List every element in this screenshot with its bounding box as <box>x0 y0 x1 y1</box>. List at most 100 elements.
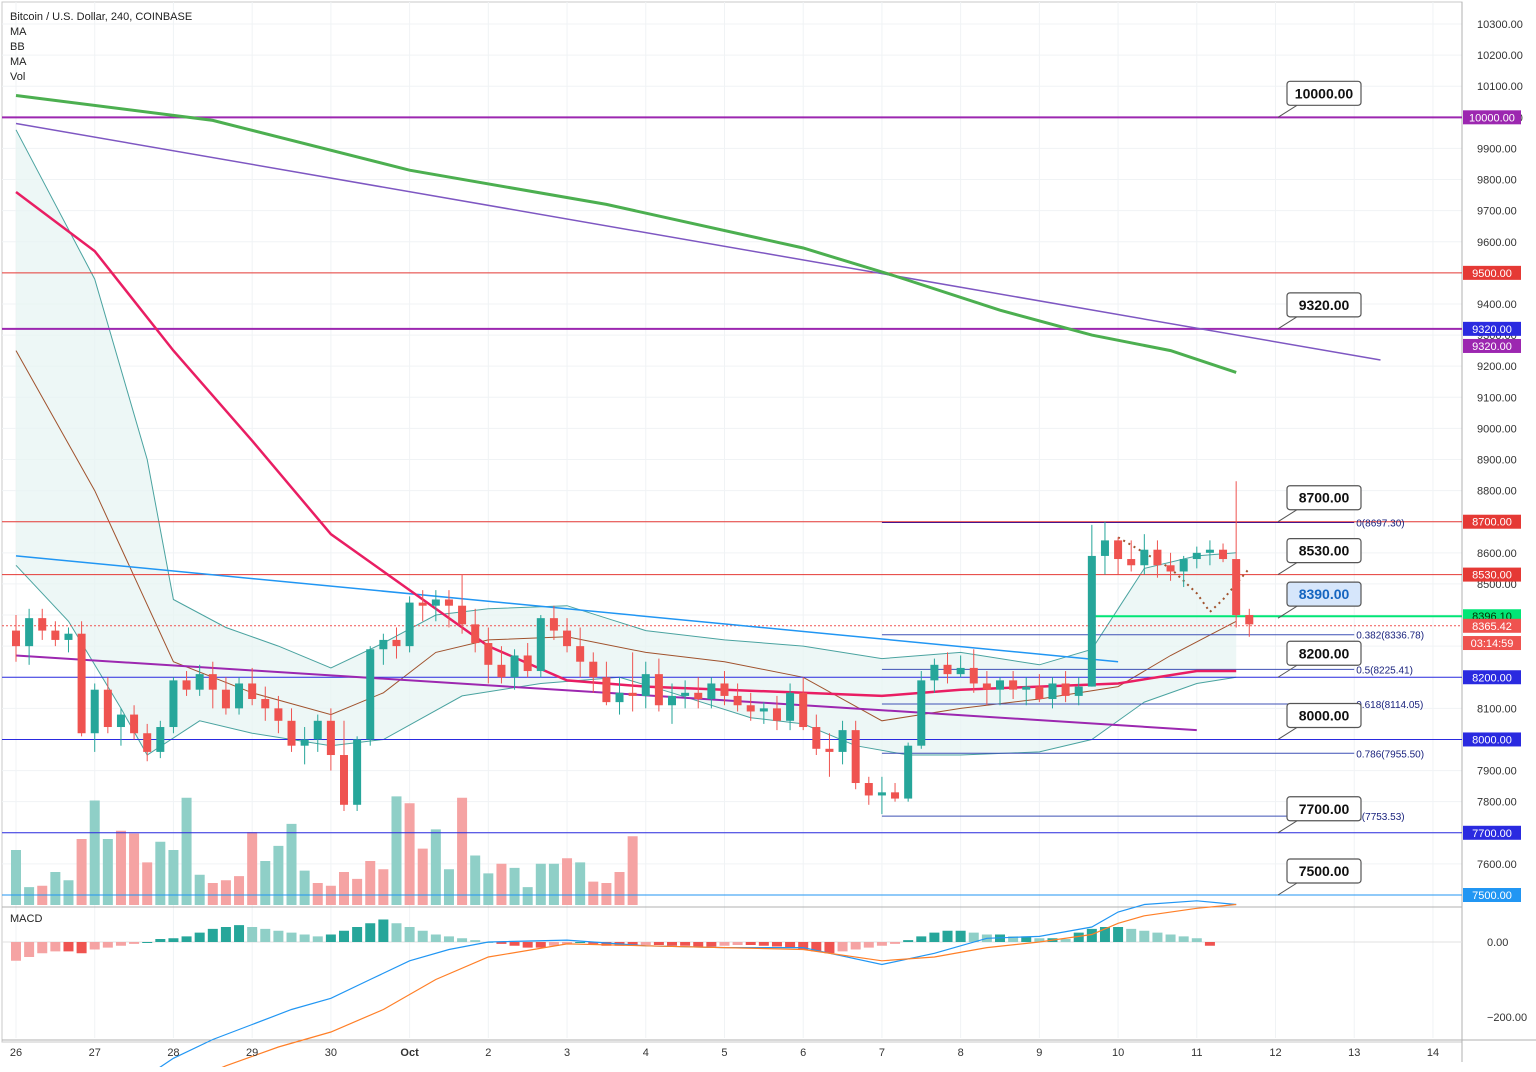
macd-hist-bar <box>155 939 166 942</box>
macd-hist-bar <box>325 934 336 942</box>
macd-title[interactable]: MACD <box>10 913 43 925</box>
volume-bar <box>102 839 113 905</box>
candle-body <box>720 683 729 696</box>
callout-leader <box>1277 316 1298 330</box>
callout-label: 7500.00 <box>1299 863 1350 879</box>
candle-body <box>851 730 860 784</box>
candle-body <box>1074 686 1083 696</box>
callout-box <box>1286 640 1362 666</box>
time-tick-label: 26 <box>10 1047 22 1059</box>
volume-bar <box>522 887 533 905</box>
volume-bar <box>548 863 559 905</box>
time-tick-label: Oct <box>400 1047 419 1059</box>
volume-bar <box>181 797 192 905</box>
price-badge-bg <box>1463 265 1521 280</box>
volume-bar <box>24 887 35 905</box>
fib-label: 0.5(8225.41) <box>1356 665 1413 676</box>
candle-body <box>772 708 781 721</box>
time-tick-label: 7 <box>879 1047 885 1059</box>
candle-body <box>799 692 808 728</box>
volume-bar <box>470 855 481 905</box>
study-ma-1[interactable]: MA <box>10 26 27 38</box>
volume-bar <box>286 823 297 905</box>
macd-hist-bar <box>207 928 218 942</box>
study-bb[interactable]: BB <box>10 41 25 53</box>
trendline-blue <box>15 555 1119 663</box>
price-tick-label: 9600.00 <box>1477 237 1517 249</box>
volume-bar <box>391 796 402 905</box>
time-tick-label: 11 <box>1191 1047 1202 1059</box>
volume-bar <box>273 845 284 905</box>
chart-legend: Bitcoin / U.S. Dollar, 240, COINBASE MA … <box>10 10 192 85</box>
candle-body <box>1232 559 1241 616</box>
candle-body <box>208 674 217 690</box>
candle-body <box>1087 555 1096 687</box>
volume-bar <box>457 797 468 905</box>
price-tick-label: 9200.00 <box>1477 361 1517 373</box>
price-badge: 03:14:59 <box>1471 638 1514 650</box>
volume-bar <box>115 830 126 905</box>
macd-hist-bar <box>1099 927 1110 942</box>
time-tick-label: 3 <box>564 1047 570 1059</box>
macd-hist-bar <box>50 942 61 952</box>
study-vol[interactable]: Vol <box>10 71 26 83</box>
price-tick-label: 8900.00 <box>1477 455 1517 467</box>
macd-hist-bar <box>470 940 481 942</box>
volume-bar <box>614 872 625 905</box>
macd-hist-bar <box>312 936 323 942</box>
volume-bar <box>76 839 87 905</box>
macd-hist-bar <box>1021 936 1032 942</box>
volume-bar <box>312 883 323 905</box>
time-tick-label: 8 <box>958 1047 964 1059</box>
macd-hist-bar <box>680 942 691 946</box>
candle-body <box>1219 549 1228 560</box>
candle-body <box>116 714 125 728</box>
callout-label: 8390.00 <box>1299 586 1350 602</box>
volume-bar <box>509 867 520 905</box>
time-tick-label: 13 <box>1348 1047 1360 1059</box>
volume-bar <box>378 869 389 905</box>
macd-hist-bar <box>548 942 559 946</box>
price-tick-label: 8100.00 <box>1477 703 1517 715</box>
ma-green-line <box>15 94 1237 374</box>
time-tick-label: 29 <box>246 1047 258 1059</box>
candle-body <box>536 618 545 672</box>
candle-body <box>786 692 795 721</box>
macd-hist-bar <box>719 942 730 946</box>
candle-body <box>353 739 362 805</box>
candle-body <box>1061 683 1070 696</box>
macd-hist-bar <box>785 942 796 948</box>
candle-body <box>25 618 34 647</box>
candle-body <box>904 745 913 799</box>
macd-hist-bar <box>220 927 231 942</box>
time-tick-label: 30 <box>325 1047 337 1059</box>
volume-bar <box>443 869 454 905</box>
candle-body <box>1114 540 1123 560</box>
study-ma-2[interactable]: MA <box>10 56 27 68</box>
macd-signal-line <box>209 903 1237 1072</box>
forecast-path <box>1117 536 1251 614</box>
candle-body <box>1140 549 1149 566</box>
price-tick-label: 9400.00 <box>1477 299 1517 311</box>
macd-hist-bar <box>601 942 612 946</box>
time-tick-label: 28 <box>167 1047 179 1059</box>
price-tick-label: 8800.00 <box>1477 486 1517 498</box>
candle-body <box>143 733 152 752</box>
macd-hist-bar <box>286 932 297 942</box>
candle-body <box>1245 615 1254 625</box>
price-tick-label: 9900.00 <box>1477 143 1517 155</box>
volume-bar <box>535 863 546 905</box>
candle-body <box>615 692 624 703</box>
callout-label: 10000.00 <box>1295 85 1354 101</box>
candle-body <box>549 618 558 631</box>
macd-hist-bar <box>1165 934 1176 942</box>
macd-hist-bar <box>352 927 363 942</box>
candle-body <box>877 792 886 796</box>
candle-body <box>274 708 283 721</box>
candle-body <box>64 633 73 640</box>
macd-hist-bar <box>37 942 48 954</box>
price-badge-bg <box>1463 567 1521 582</box>
callout-leader <box>1277 104 1298 118</box>
